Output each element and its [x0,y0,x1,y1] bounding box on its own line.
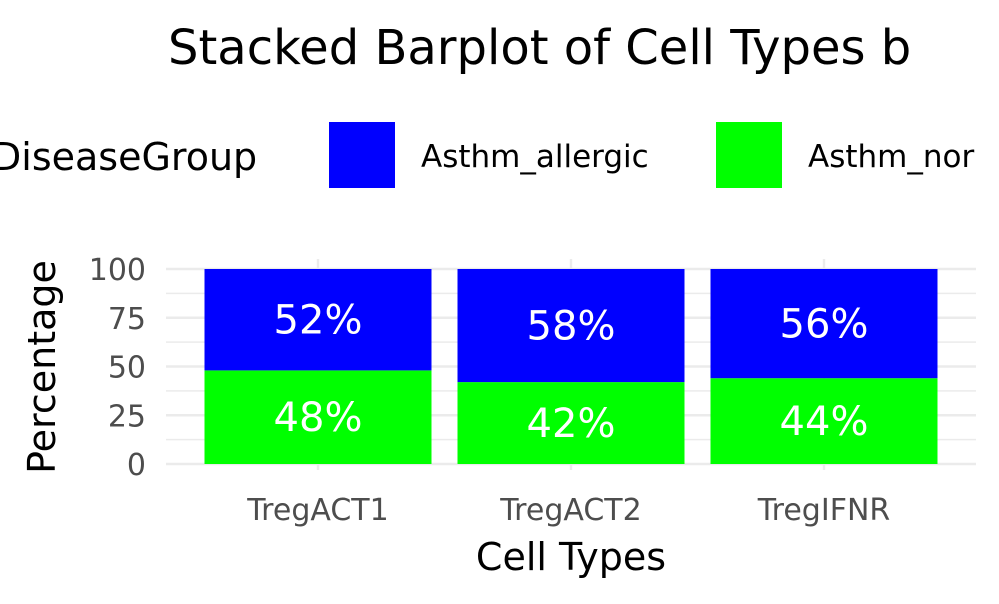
bars: 48% 52% 42% 58% 44% 56% [204,269,938,464]
data-label: 48% [274,395,363,441]
legend-swatch-asthm-nor [716,122,782,188]
y-axis-ticks: 0 25 50 75 100 [89,253,146,483]
legend-label-asthm-allergic: Asthm_allergic [421,139,649,175]
bar-segment-asthm-nor [204,370,432,464]
x-tick-label: TregIFNR [757,493,890,528]
x-tick-label: TregACT2 [499,493,641,528]
legend-swatch-asthm-allergic [329,122,395,188]
bar-segment-asthm-allergic [457,269,685,383]
y-tick-label: 0 [127,448,146,483]
data-label: 52% [274,298,363,344]
legend-label-asthm-nor: Asthm_nor [808,139,974,175]
bar-segment-asthm-allergic [710,269,938,379]
legend-title: DiseaseGroup [0,135,257,179]
y-tick-label: 75 [108,302,146,337]
y-tick-label: 100 [89,253,146,288]
bar-segment-asthm-nor [710,378,938,464]
bar-segment-asthm-nor [457,382,685,464]
data-label: 44% [780,399,869,445]
data-label: 42% [527,401,616,447]
y-axis-title: Percentage [20,260,64,474]
x-axis-ticks: TregACT1 TregACT2 TregIFNR [246,493,890,528]
data-label: 56% [780,302,869,348]
legend: DiseaseGroup Asthm_allergic Asthm_nor [0,122,974,188]
chart-title: Stacked Barplot of Cell Types b [168,20,911,76]
x-axis-title: Cell Types [476,535,666,579]
y-tick-label: 50 [108,351,146,386]
bar-segment-asthm-allergic [204,269,432,371]
x-tick-label: TregACT1 [246,493,388,528]
data-label: 58% [527,304,616,350]
y-tick-label: 25 [108,399,146,434]
